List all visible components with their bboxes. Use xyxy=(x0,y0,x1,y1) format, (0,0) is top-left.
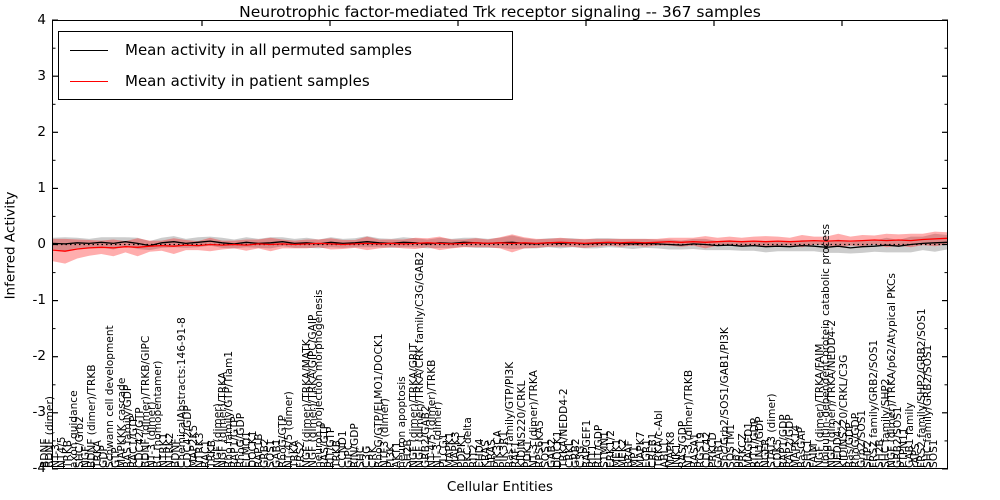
permuted-band xyxy=(53,233,947,254)
chart-title: Neurotrophic factor-mediated Trk recepto… xyxy=(239,3,761,21)
legend-label-patient: Mean activity in patient samples xyxy=(125,72,370,90)
y-tick-label: -2 xyxy=(32,348,46,365)
y-tick-label: 1 xyxy=(37,179,46,196)
x-axis-title: Cellular Entities xyxy=(446,479,554,495)
legend: Mean activity in all permuted samples Me… xyxy=(58,31,513,100)
patient-line-swatch-icon xyxy=(70,80,108,82)
x-tick-label: SOS1 xyxy=(927,439,940,468)
y-tick-label: 2 xyxy=(37,123,46,140)
patient-band xyxy=(53,231,947,264)
y-tick-label: -3 xyxy=(32,404,46,421)
legend-label-permuted: Mean activity in all permuted samples xyxy=(125,41,412,59)
y-tick-label: -4 xyxy=(32,460,46,477)
y-axis-title: Inferred Activity xyxy=(2,191,19,300)
y-tick-label: 0 xyxy=(37,236,46,252)
y-tick-label: 4 xyxy=(37,11,46,28)
legend-item-permuted: Mean activity in all permuted samples xyxy=(70,37,512,63)
y-tick-label: 3 xyxy=(37,67,46,84)
y-tick-label: -1 xyxy=(32,292,46,309)
patient-mean-line xyxy=(52,237,948,252)
permuted-line-swatch-icon xyxy=(70,49,108,51)
legend-item-patient: Mean activity in patient samples xyxy=(70,68,512,94)
